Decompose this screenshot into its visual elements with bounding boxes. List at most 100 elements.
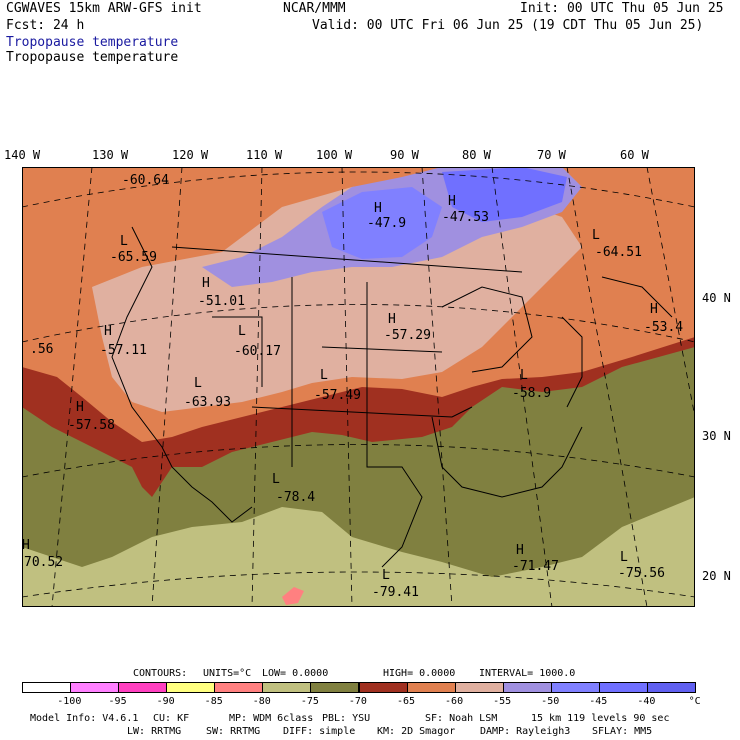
map-marker-label: L xyxy=(194,376,202,391)
contours-label: CONTOURS: xyxy=(133,668,188,679)
shortwave-scheme: SW: RRTMG xyxy=(206,726,261,737)
colorbar-tick-label: -90 xyxy=(156,696,175,707)
fill-blue-core-east xyxy=(442,167,567,222)
colorbar-swatch xyxy=(262,682,312,693)
map-marker-label: L xyxy=(620,550,628,565)
map-marker-label: H xyxy=(374,201,382,216)
map-value-label: -53.4 xyxy=(644,320,683,335)
contour-units: UNITS=°C xyxy=(203,668,252,679)
contour-interval: INTERVAL= 1000.0 xyxy=(479,668,576,679)
map-marker-label: H xyxy=(104,324,112,339)
map-value-label: -58.9 xyxy=(512,386,551,401)
forecast-hour: Fcst: 24 h xyxy=(6,18,85,33)
field-title-primary: Tropopause temperature xyxy=(6,35,179,50)
map-value-label: -78.4 xyxy=(276,490,315,505)
colorbar-swatch xyxy=(358,682,408,693)
map-value-label: -60.64 xyxy=(122,173,169,188)
contour-high: HIGH= 0.0000 xyxy=(383,668,456,679)
lon-label-140w: 140 W xyxy=(4,148,41,162)
lat-label-40n: 40 N xyxy=(702,291,731,305)
model-info: Model Info: V4.6.1 xyxy=(30,713,139,724)
fill-pink-spot xyxy=(282,587,304,605)
pbl-scheme: PBL: YSU xyxy=(322,713,371,724)
colorbar-swatch xyxy=(310,682,360,693)
damping-option: DAMP: Rayleigh3 xyxy=(480,726,571,737)
map-value-label: -64.51 xyxy=(595,245,642,260)
fill-blue-core-west xyxy=(322,187,442,259)
colorbar-swatch xyxy=(598,682,648,693)
lon-label-110w: 110 W xyxy=(246,148,283,162)
colorbar-tick-label: -85 xyxy=(204,696,223,707)
map-marker-label: L xyxy=(520,368,528,383)
field-title-secondary: Tropopause temperature xyxy=(6,50,179,65)
colorbar-swatch xyxy=(550,682,600,693)
map-marker-label: H xyxy=(22,538,30,553)
surface-scheme: SF: Noah LSM xyxy=(425,713,498,724)
diffusion-option: DIFF: simple xyxy=(283,726,356,737)
colorbar-tick-label: -100 xyxy=(57,696,82,707)
map-marker-label: L xyxy=(272,472,280,487)
org-label: NCAR/MMM xyxy=(283,1,346,16)
map-value-label: -57.29 xyxy=(384,328,431,343)
resolution-info: 15 km 119 levels 90 sec xyxy=(531,713,670,724)
valid-time: Valid: 00 UTC Fri 06 Jun 25 (19 CDT Thu … xyxy=(312,18,704,33)
map-value-label: -79.41 xyxy=(372,585,419,600)
lon-label-90w: 90 W xyxy=(390,148,419,162)
map-marker-label: H xyxy=(516,543,524,558)
map-marker-label: H xyxy=(202,276,210,291)
map-value-label: -57.58 xyxy=(68,418,115,433)
graticule xyxy=(22,167,695,607)
model-title: CGWAVES 15km ARW-GFS init xyxy=(6,1,202,16)
colorbar-tick-label: -40 xyxy=(637,696,656,707)
colorbar-swatch xyxy=(646,682,696,693)
map-value-label: .56 xyxy=(30,342,53,357)
map-marker-label: H xyxy=(76,400,84,415)
colorbar-tick-label: -55 xyxy=(493,696,512,707)
lon-label-100w: 100 W xyxy=(316,148,353,162)
colorbar-tick-label: -80 xyxy=(252,696,271,707)
colorbar-swatch xyxy=(166,682,216,693)
colorbar-swatch xyxy=(406,682,456,693)
map-value-label: -47.9 xyxy=(367,216,406,231)
map-marker-label: L xyxy=(238,324,246,339)
colorbar-tick-label: -95 xyxy=(108,696,127,707)
map-marker-label: H xyxy=(448,194,456,209)
map-value-label: -57.11 xyxy=(100,343,147,358)
map-value-label: -47.53 xyxy=(442,210,489,225)
surface-layer-option: SFLAY: MM5 xyxy=(592,726,653,737)
map-value-label: -60.17 xyxy=(234,344,281,359)
lat-label-30n: 30 N xyxy=(702,429,731,443)
map-value-label: -75.56 xyxy=(618,566,665,581)
map-value-label: -63.93 xyxy=(184,395,231,410)
map-value-label: -51.01 xyxy=(198,294,245,309)
contour-low: LOW= 0.0000 xyxy=(262,668,329,679)
boundary-lines xyxy=(111,226,673,568)
lon-label-130w: 130 W xyxy=(92,148,129,162)
lon-label-120w: 120 W xyxy=(172,148,209,162)
colorbar-tick-label: -60 xyxy=(445,696,464,707)
map-marker-label: L xyxy=(382,568,390,583)
map-value-label: 70.52 xyxy=(24,555,63,570)
map-marker-label: L xyxy=(592,228,600,243)
map-marker-label: H xyxy=(388,312,396,327)
colorbar-tick-label: -65 xyxy=(396,696,416,707)
colorbar-tick-label: °C xyxy=(688,696,701,707)
colorbar-swatch xyxy=(70,682,120,693)
map-marker-label: L xyxy=(120,234,128,249)
tropopause-temperature-map: -60.64 H -47.9 H -47.53 L -65.59 L -64.5… xyxy=(22,167,695,607)
colorbar-swatch xyxy=(214,682,264,693)
init-time: Init: 00 UTC Thu 05 Jun 25 xyxy=(520,1,724,16)
colorbar-tick-label: -50 xyxy=(541,696,560,707)
microphysics-scheme: MP: WDM 6class xyxy=(229,713,314,724)
map-value-label: -71.47 xyxy=(512,559,559,574)
colorbar-tick-label: -75 xyxy=(300,696,319,707)
km-option: KM: 2D Smagor xyxy=(377,726,456,737)
map-marker-label: H xyxy=(650,302,658,317)
colorbar-swatch xyxy=(502,682,552,693)
colorbar-swatch xyxy=(118,682,168,693)
colorbar-swatch xyxy=(22,682,72,693)
lon-label-80w: 80 W xyxy=(462,148,491,162)
colorbar-swatch xyxy=(454,682,504,693)
lon-label-60w: 60 W xyxy=(620,148,649,162)
colorbar-tick-label: -70 xyxy=(348,696,367,707)
